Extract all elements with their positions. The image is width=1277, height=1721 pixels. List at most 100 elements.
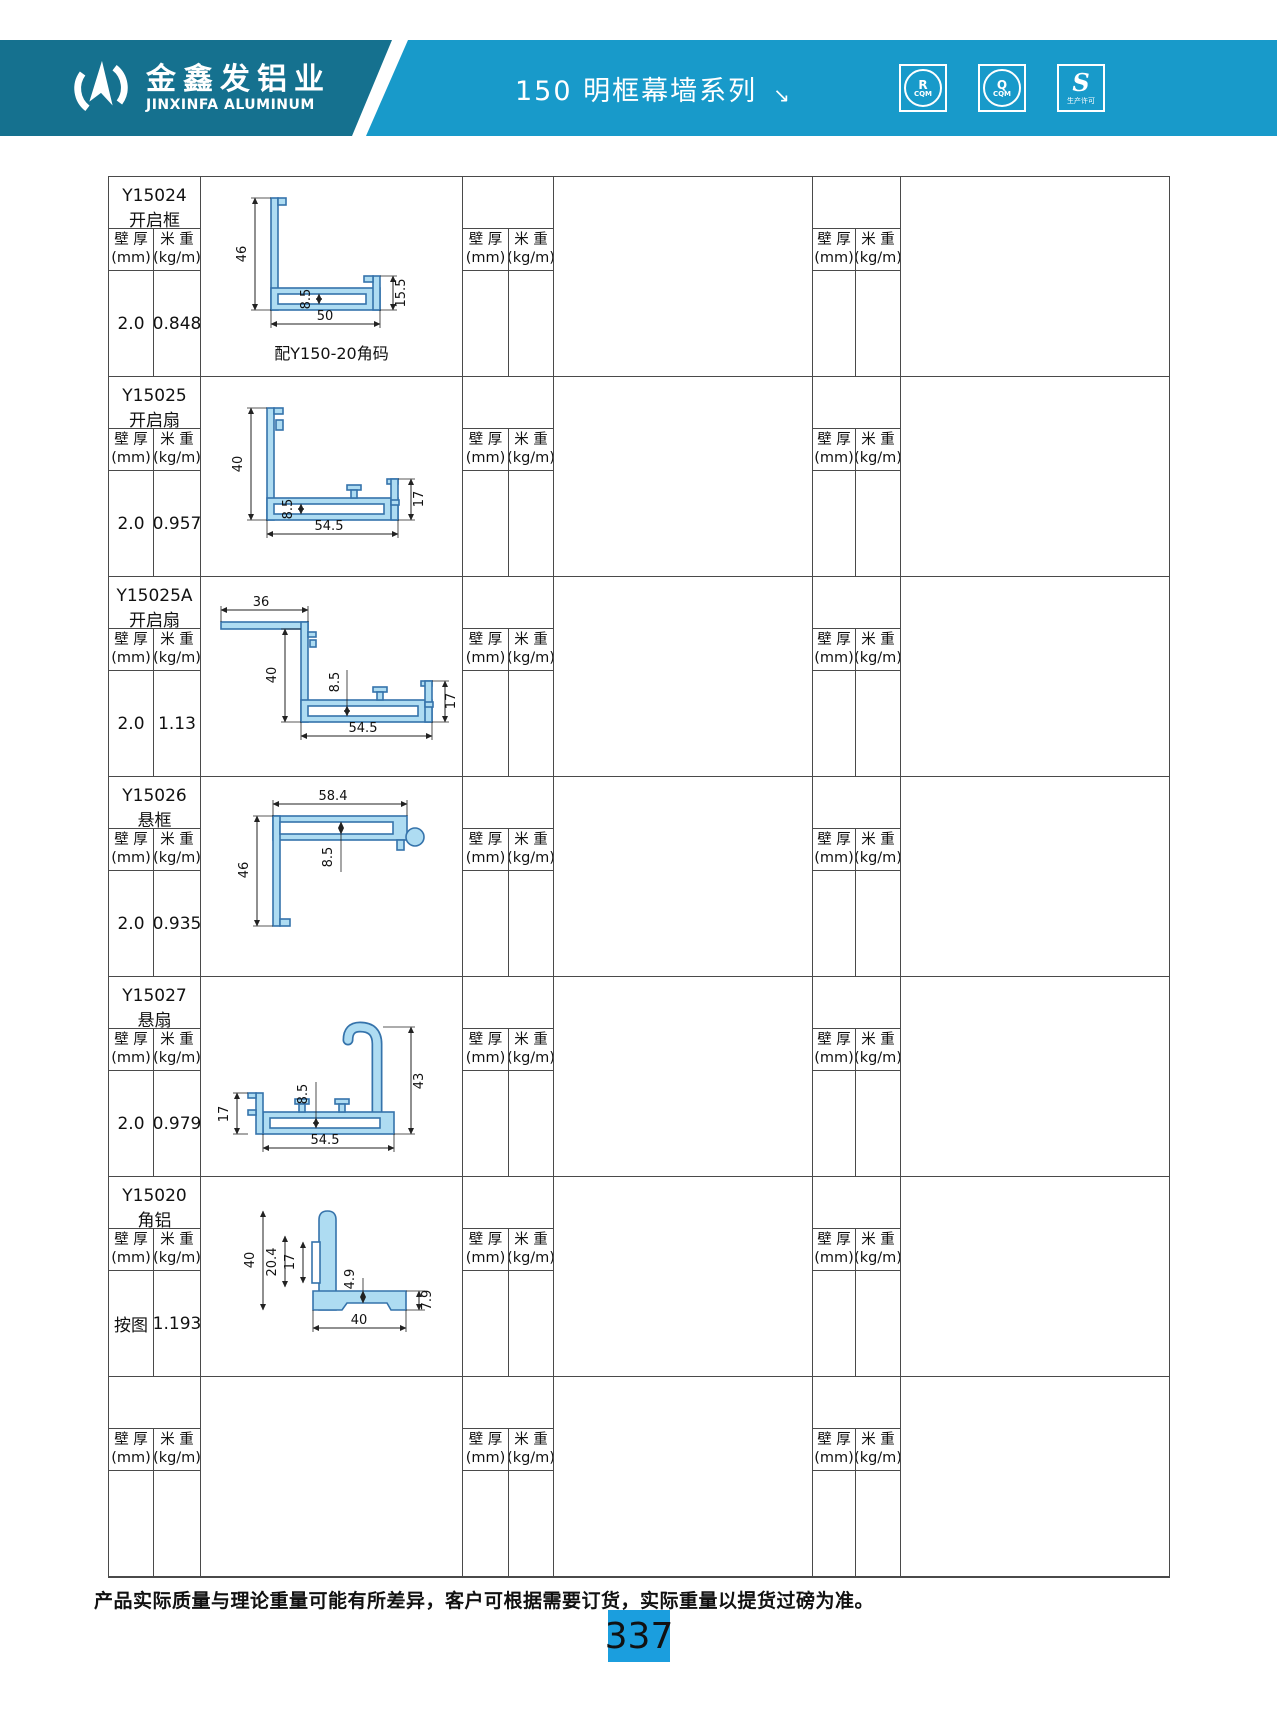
weight-value-empty — [509, 271, 554, 377]
thickness-header: 壁 厚 (mm) — [109, 629, 154, 671]
weight-value-empty — [509, 1471, 554, 1577]
disclaimer-text: 产品实际质量与理论重量可能有所差异，客户可根据需要订货，实际重量以提货过磅为准。 — [94, 1590, 875, 1612]
weight-header: 米 重 (kg/m) — [509, 1029, 554, 1071]
dim-label: 17 — [283, 1253, 298, 1270]
dim-label: 54.5 — [310, 1133, 339, 1148]
weight-header: 米 重 (kg/m) — [856, 229, 901, 271]
weight-header: 米 重 (kg/m) — [154, 229, 201, 271]
weight-value-empty — [509, 1271, 554, 1377]
model-cell-empty — [463, 577, 554, 629]
drawing-cell: 46 8.5 15.5 50 配Y150-20角码 — [201, 177, 463, 377]
model-number: Y15027 — [122, 986, 187, 1006]
model-name: 开启扇 — [129, 610, 180, 629]
dim-label: 15.5 — [394, 278, 409, 307]
cert-sub: CQM — [913, 89, 933, 98]
dim-label: 54.5 — [314, 519, 343, 534]
drawing-note: 配Y150-20角码 — [274, 343, 389, 363]
thickness-value-empty — [463, 671, 509, 777]
cert-circle-icon: Q CQM — [983, 69, 1021, 107]
model-cell-empty — [463, 1177, 554, 1229]
thickness-header: 壁 厚 (mm) — [813, 229, 856, 271]
cert-letter: R — [918, 77, 928, 92]
dim-label: 40 — [265, 666, 280, 683]
weight-value-empty — [856, 1471, 901, 1577]
thickness-value-empty — [813, 1071, 856, 1177]
dimensions: 40 8.5 17 54.5 — [231, 407, 427, 538]
model-name: 角铝 — [137, 1210, 172, 1229]
weight-value-empty — [509, 871, 554, 977]
drawing-cell: 58.4 8.5 46 — [201, 777, 463, 977]
profile-drawing-y15025a: 36 40 8.5 17 54.5 — [219, 595, 459, 740]
weight-header: 米 重 (kg/m) — [509, 429, 554, 471]
thickness-value-empty — [463, 1471, 509, 1577]
model-number: Y15020 — [122, 1186, 187, 1206]
series-title: 150 明框幕墙系列 ↘ — [366, 69, 792, 108]
thickness-header: 壁 厚 (mm) — [463, 1229, 509, 1271]
weight-header: 米 重 (kg/m) — [509, 629, 554, 671]
model-name: 悬框 — [137, 810, 172, 829]
drawing-cell: 40 20.4 17 4.9 7.9 40 — [201, 1177, 463, 1377]
weight-header: 米 重 (kg/m) — [154, 829, 201, 871]
thickness-value-empty — [463, 271, 509, 377]
certification-badges: R CQM Q CQM S 生产许可 — [899, 40, 1105, 136]
drawing-cell-empty — [901, 577, 1169, 777]
model-name: 开启扇 — [129, 410, 180, 429]
weight-header: 米 重 (kg/m) — [856, 629, 901, 671]
model-cell: Y15025A 开启扇 — [109, 577, 201, 629]
thickness-header: 壁 厚 (mm) — [109, 1229, 154, 1271]
dim-label: 4.9 — [343, 1268, 358, 1289]
dim-label: 40 — [243, 1251, 258, 1268]
table-row-y15020: Y15020 角铝 壁 厚 (mm) 米 重 (kg/m) 按图 1.193 40 … — [109, 1177, 1169, 1377]
dimensions: 17 8.5 43 54.5 — [217, 1026, 427, 1152]
dim-label: 8.5 — [281, 498, 296, 519]
cert-r-cqm-badge: R CQM — [899, 64, 947, 112]
thickness-header: 壁 厚 (mm) — [813, 1229, 856, 1271]
profile-shape — [246, 1020, 395, 1135]
dim-label: 46 — [237, 861, 252, 878]
weight-header: 米 重 (kg/m) — [154, 1429, 201, 1471]
thickness-value-empty — [813, 871, 856, 977]
model-cell-empty — [463, 1377, 554, 1429]
thickness-value-empty — [813, 671, 856, 777]
drawing-cell-empty — [201, 1377, 463, 1577]
dim-label: 43 — [412, 1072, 427, 1089]
drawing-cell-empty — [901, 1377, 1169, 1577]
weight-header: 米 重 (kg/m) — [154, 1229, 201, 1271]
weight-header: 米 重 (kg/m) — [856, 429, 901, 471]
model-cell-empty — [813, 377, 901, 429]
weight-value-empty — [856, 671, 901, 777]
table-row-y15024: Y15024 开启框 壁 厚 (mm) 米 重 (kg/m) 2.0 0.848 — [109, 177, 1169, 377]
dim-label: 8.5 — [296, 1083, 311, 1104]
model-number: Y15025A — [116, 586, 193, 606]
weight-value-empty — [856, 871, 901, 977]
dimensions: 36 40 8.5 17 54.5 — [220, 595, 459, 740]
thickness-value-empty — [813, 471, 856, 577]
profile-shape — [219, 620, 434, 723]
thickness-header: 壁 厚 (mm) — [463, 1429, 509, 1471]
thickness-header: 壁 厚 (mm) — [813, 1029, 856, 1071]
thickness-value-empty — [109, 1471, 154, 1577]
drawing-cell-empty — [554, 777, 813, 977]
page-number-badge: 337 — [605, 1610, 673, 1662]
model-cell: Y15020 角铝 — [109, 1177, 201, 1229]
model-cell-empty — [813, 1377, 901, 1429]
dim-label: 58.4 — [318, 789, 347, 804]
weight-value-empty — [509, 471, 554, 577]
weight-value-empty — [856, 271, 901, 377]
weight-value-empty — [509, 1071, 554, 1177]
dim-label: 17 — [412, 490, 427, 507]
model-cell-empty — [813, 1177, 901, 1229]
weight-header: 米 重 (kg/m) — [154, 429, 201, 471]
header-brand-band: 金鑫发铝业 JINXINFA ALUMINUM — [0, 40, 392, 136]
thickness-value: 2.0 — [109, 871, 154, 977]
dim-label: 36 — [252, 595, 269, 610]
cert-production-license-badge: S 生产许可 — [1057, 64, 1105, 112]
drawing-cell-empty — [901, 1177, 1169, 1377]
thickness-header: 壁 厚 (mm) — [813, 1429, 856, 1471]
dim-label: 17 — [444, 692, 459, 709]
cert-circle-icon: R CQM — [904, 69, 942, 107]
weight-header: 米 重 (kg/m) — [154, 1029, 201, 1071]
thickness-header: 壁 厚 (mm) — [813, 629, 856, 671]
model-cell-empty — [813, 977, 901, 1029]
brand-text: 金鑫发铝业 JINXINFA ALUMINUM — [146, 63, 331, 113]
